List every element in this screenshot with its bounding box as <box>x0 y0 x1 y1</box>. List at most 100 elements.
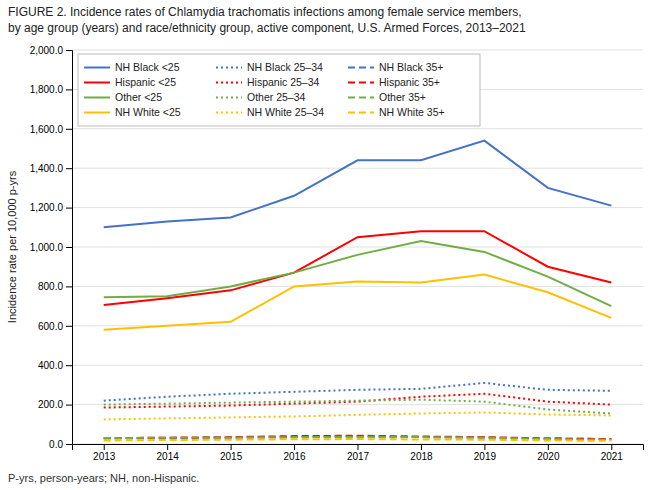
grid-line <box>72 404 643 405</box>
tick: 2017 <box>347 444 370 462</box>
tick-label: 2014 <box>157 451 180 462</box>
tick-mark <box>421 444 422 450</box>
tick: 1,800.0 <box>30 84 72 95</box>
legend-label: NH Black 35+ <box>379 61 444 73</box>
chart: FIGURE 2. Incidence rates of Chlamydia t… <box>0 0 659 490</box>
legend-swatch <box>84 67 110 69</box>
legend-label: NH Black <25 <box>115 61 180 73</box>
tick: 2,000.0 <box>30 45 72 56</box>
grid-line <box>72 50 643 51</box>
legend-swatch <box>84 97 110 99</box>
tick-label: 2021 <box>601 451 624 462</box>
legend-swatch <box>216 67 242 69</box>
tick-mark <box>358 444 359 450</box>
tick: 2021 <box>601 444 624 462</box>
tick-label: 1,000.0 <box>30 242 64 253</box>
legend-label: Other 35+ <box>379 91 426 103</box>
tick: 2013 <box>93 444 116 462</box>
tick-mark <box>66 405 72 406</box>
legend-label: Other <25 <box>115 91 162 103</box>
tick: 2019 <box>474 444 497 462</box>
legend-entry: NH Black 25–34 <box>216 61 323 73</box>
legend-swatch <box>84 112 110 114</box>
tick-label: 2020 <box>537 451 560 462</box>
tick-label: 2017 <box>347 451 370 462</box>
tick-label: 2013 <box>93 451 116 462</box>
series-line <box>104 275 612 330</box>
tick-label: 2019 <box>474 451 497 462</box>
tick-label: 200.0 <box>38 399 63 410</box>
tick: 2016 <box>283 444 306 462</box>
tick: 400.0 <box>38 360 72 371</box>
series-line <box>104 383 612 401</box>
tick-label: 400.0 <box>38 360 63 371</box>
tick-mark <box>611 444 612 450</box>
tick: 200.0 <box>38 399 72 410</box>
tick-label: 1,400.0 <box>30 163 64 174</box>
tick-label: 0.0 <box>49 439 63 450</box>
legend-entry: NH Black 35+ <box>348 61 444 73</box>
tick-mark <box>167 444 168 450</box>
legend-swatch <box>84 82 110 84</box>
legend: NH Black <25 NH Black 25–34 NH Black 35+ Hi… <box>78 54 480 126</box>
legend-entry: Hispanic <25 <box>84 76 176 88</box>
axis-domain <box>66 51 73 445</box>
tick: 2018 <box>410 444 433 462</box>
tick-label: 600.0 <box>38 321 63 332</box>
legend-label: NH White <25 <box>115 106 181 118</box>
legend-label: NH Black 25–34 <box>247 61 323 73</box>
tick-label: 1,600.0 <box>30 124 64 135</box>
tick: 1,000.0 <box>30 242 72 253</box>
tick-mark <box>231 444 232 450</box>
legend-entry: NH White 25–34 <box>216 106 324 118</box>
title: FIGURE 2. Incidence rates of Chlamydia t… <box>8 5 522 19</box>
legend-entry: NH White <25 <box>84 106 181 118</box>
y-axis: 0.0 200.0 400.0 600.0 800.0 1,000.0 1,200.0 1,4… <box>30 45 73 450</box>
legend-swatch <box>216 82 242 84</box>
legend-label: Hispanic 25–34 <box>247 76 320 88</box>
tick-mark <box>66 247 72 248</box>
legend-label: Hispanic 35+ <box>379 76 440 88</box>
grid-line <box>72 207 643 208</box>
legend-box <box>78 54 480 126</box>
tick-mark <box>66 89 72 90</box>
legend-swatch <box>348 82 374 84</box>
lines <box>104 141 612 441</box>
grid-line <box>72 128 643 129</box>
grid-line <box>72 286 643 287</box>
legend-label: Other 25–34 <box>247 91 306 103</box>
tick-mark <box>484 444 485 450</box>
legend-swatch <box>348 97 374 99</box>
grid-line <box>72 365 643 366</box>
tick-label: 1,200.0 <box>30 202 64 213</box>
tick: 2014 <box>157 444 180 462</box>
tick: 2020 <box>537 444 560 462</box>
subtitle: by age group (years) and race/ethnicity … <box>8 21 526 35</box>
series-line <box>104 400 612 414</box>
tick-mark <box>66 326 72 327</box>
grid-line <box>72 247 643 248</box>
axis-domain <box>73 445 644 451</box>
grid <box>72 50 643 444</box>
tick-mark <box>294 444 295 450</box>
tick: 1,600.0 <box>30 124 72 135</box>
series-line <box>104 231 612 305</box>
tick-label: 2016 <box>283 451 306 462</box>
legend-entry: NH White 35+ <box>348 106 445 118</box>
legend-entry: Hispanic 35+ <box>348 76 440 88</box>
tick: 1,200.0 <box>30 202 72 213</box>
tick-mark <box>66 365 72 366</box>
tick-label: 800.0 <box>38 281 63 292</box>
legend-swatch <box>216 112 242 114</box>
tick: 0.0 <box>49 439 72 450</box>
footnote: P-yrs, person-years; NH, non-Hispanic. <box>8 472 199 484</box>
tick-label: 2015 <box>220 451 243 462</box>
series-line <box>104 439 612 441</box>
legend-swatch <box>216 97 242 99</box>
tick: 800.0 <box>38 281 72 292</box>
legend-swatch <box>348 112 374 114</box>
legend-entry: NH Black <25 <box>84 61 180 73</box>
tick-label: 1,800.0 <box>30 84 64 95</box>
tick-mark <box>66 286 72 287</box>
grid-line <box>72 168 643 169</box>
